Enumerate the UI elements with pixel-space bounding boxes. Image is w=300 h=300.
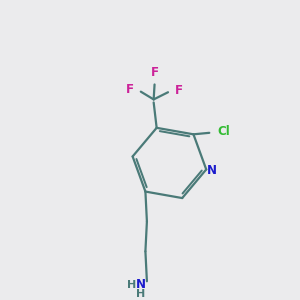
Text: H: H — [136, 289, 146, 299]
Text: N: N — [207, 164, 217, 177]
Text: F: F — [126, 83, 134, 96]
Text: F: F — [175, 84, 183, 97]
Text: Cl: Cl — [218, 125, 230, 138]
Text: H: H — [127, 280, 136, 290]
Text: F: F — [151, 66, 159, 79]
Text: N: N — [136, 278, 146, 291]
